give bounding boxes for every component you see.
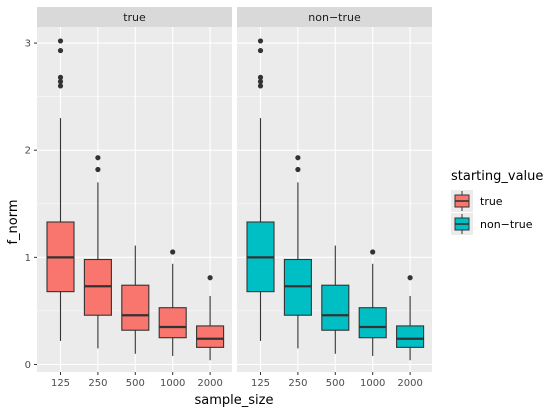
legend-label: non−true [480,218,533,231]
legend-label: true [480,195,503,208]
x-tick-label: 2000 [197,378,222,389]
box-500 [321,245,350,354]
legend-item-1: true [451,190,503,212]
box-250 [283,155,312,349]
x-axis-title: sample_size [195,393,274,408]
facet-strip [37,7,232,27]
x-tick-label: 1000 [360,378,385,389]
outlier-point [95,166,101,173]
facet-strip-label: non−true [308,11,361,24]
facet-panel-1: true 125 250 500 1000 2000 [37,7,232,389]
x-tick-label: 2000 [397,378,422,389]
outlier-point [257,47,264,54]
y-tick-label: 0 [25,360,31,371]
box-2000 [196,275,225,361]
outlier-point [257,83,264,89]
facet-strip [237,7,432,27]
box-125 [246,38,275,341]
y-axis-title: f_norm [6,199,21,244]
outlier-point [207,275,213,281]
outlier-point [57,38,64,44]
y-axis: 0 1 2 3 [25,39,37,371]
outlier-point [257,38,264,44]
x-tick-label: 250 [88,378,107,389]
x-tick-label: 125 [51,378,70,389]
x-tick-label: 1000 [160,378,185,389]
box-250 [83,155,112,349]
facet-panel-2: non−true 125 250 500 1000 2000 [237,7,432,389]
x-tick-label: 500 [326,378,345,389]
y-tick-label: 1 [25,253,31,264]
outlier-point [57,47,64,54]
outlier-point [370,249,376,255]
box-1000 [358,249,387,356]
box-body [158,307,187,339]
box-1000 [158,249,187,356]
outlier-point [407,275,413,281]
box-125 [46,38,75,341]
x-tick-label: 500 [126,378,145,389]
legend-title: starting_value [451,169,543,184]
facet-strip-label: true [123,11,146,24]
legend-item-2: non−true [451,213,533,235]
panels-group: true 125 250 500 1000 2000 non−true 125 250 500 10… [37,7,432,389]
box-body [358,307,387,339]
box-body [121,284,150,331]
box-500 [121,245,150,354]
outlier-point [295,155,301,161]
box-body [321,284,350,331]
outlier-point [257,74,264,80]
outlier-point [57,74,64,80]
x-tick-label: 250 [288,378,307,389]
x-tick-label: 125 [251,378,270,389]
box-body [196,325,225,348]
outlier-point [295,166,301,173]
box-body [396,325,425,348]
outlier-point [57,83,64,89]
outlier-point [95,155,101,161]
y-tick-label: 2 [25,146,31,157]
y-tick-label: 3 [25,39,31,50]
outlier-point [257,79,264,85]
outlier-point [170,249,176,255]
legend: starting_value true non−true [451,169,543,235]
outlier-point [57,79,64,85]
box-2000 [396,275,425,361]
